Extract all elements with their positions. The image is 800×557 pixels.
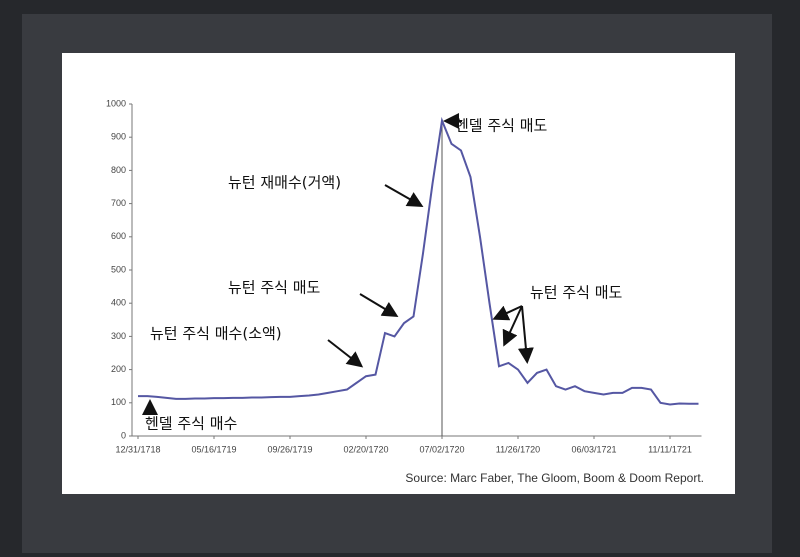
annotation: 뉴턴 주식 매수(소액)	[150, 325, 282, 343]
annotation: 헨델 주식 매도	[455, 117, 548, 135]
annotation: 헨델 주식 매수	[145, 415, 237, 433]
x-tick-label: 09/26/1719	[267, 444, 312, 454]
y-tick-label: 800	[111, 165, 126, 175]
x-tick-label: 06/03/1721	[571, 444, 616, 454]
y-tick-label: 400	[111, 298, 126, 308]
y-tick-label: 1000	[106, 98, 126, 108]
y-tick-label: 500	[111, 264, 126, 274]
plot: 0 100 200 300 400 500 600 700 800 900 1000 12/31/17…	[106, 98, 702, 454]
x-tick-label: 11/11/1721	[648, 444, 692, 454]
x-tick-label: 05/16/1719	[191, 444, 236, 454]
y-tick-label: 700	[111, 198, 126, 208]
arrow	[502, 305, 523, 347]
x-tick-label: 12/31/1718	[115, 444, 160, 454]
annotation: 뉴턴 재매수(거액)	[228, 174, 341, 192]
annotation: 뉴턴 주식 매도	[530, 284, 623, 302]
x-tick-label: 07/02/1720	[419, 444, 464, 454]
arrow	[359, 293, 399, 318]
data-line	[138, 116, 699, 406]
y-tick-label: 900	[111, 132, 126, 142]
y-tick-label: 300	[111, 331, 126, 341]
arrow	[384, 184, 424, 207]
arrow	[492, 305, 523, 321]
chart-card	[62, 53, 735, 494]
annotation: 뉴턴 주식 매도	[228, 279, 321, 297]
y-tick-label: 100	[111, 397, 126, 407]
source: Source: Marc Faber, The Gloom, Boom & Do…	[405, 471, 704, 485]
y-tick-label: 200	[111, 364, 126, 374]
x-tick-label: 02/20/1720	[343, 444, 388, 454]
arrow	[517, 305, 534, 364]
y-tick-label: 0	[121, 430, 126, 440]
arrow	[327, 339, 364, 368]
y-tick-label: 600	[111, 231, 126, 241]
x-tick-label: 11/26/1720	[496, 444, 540, 454]
